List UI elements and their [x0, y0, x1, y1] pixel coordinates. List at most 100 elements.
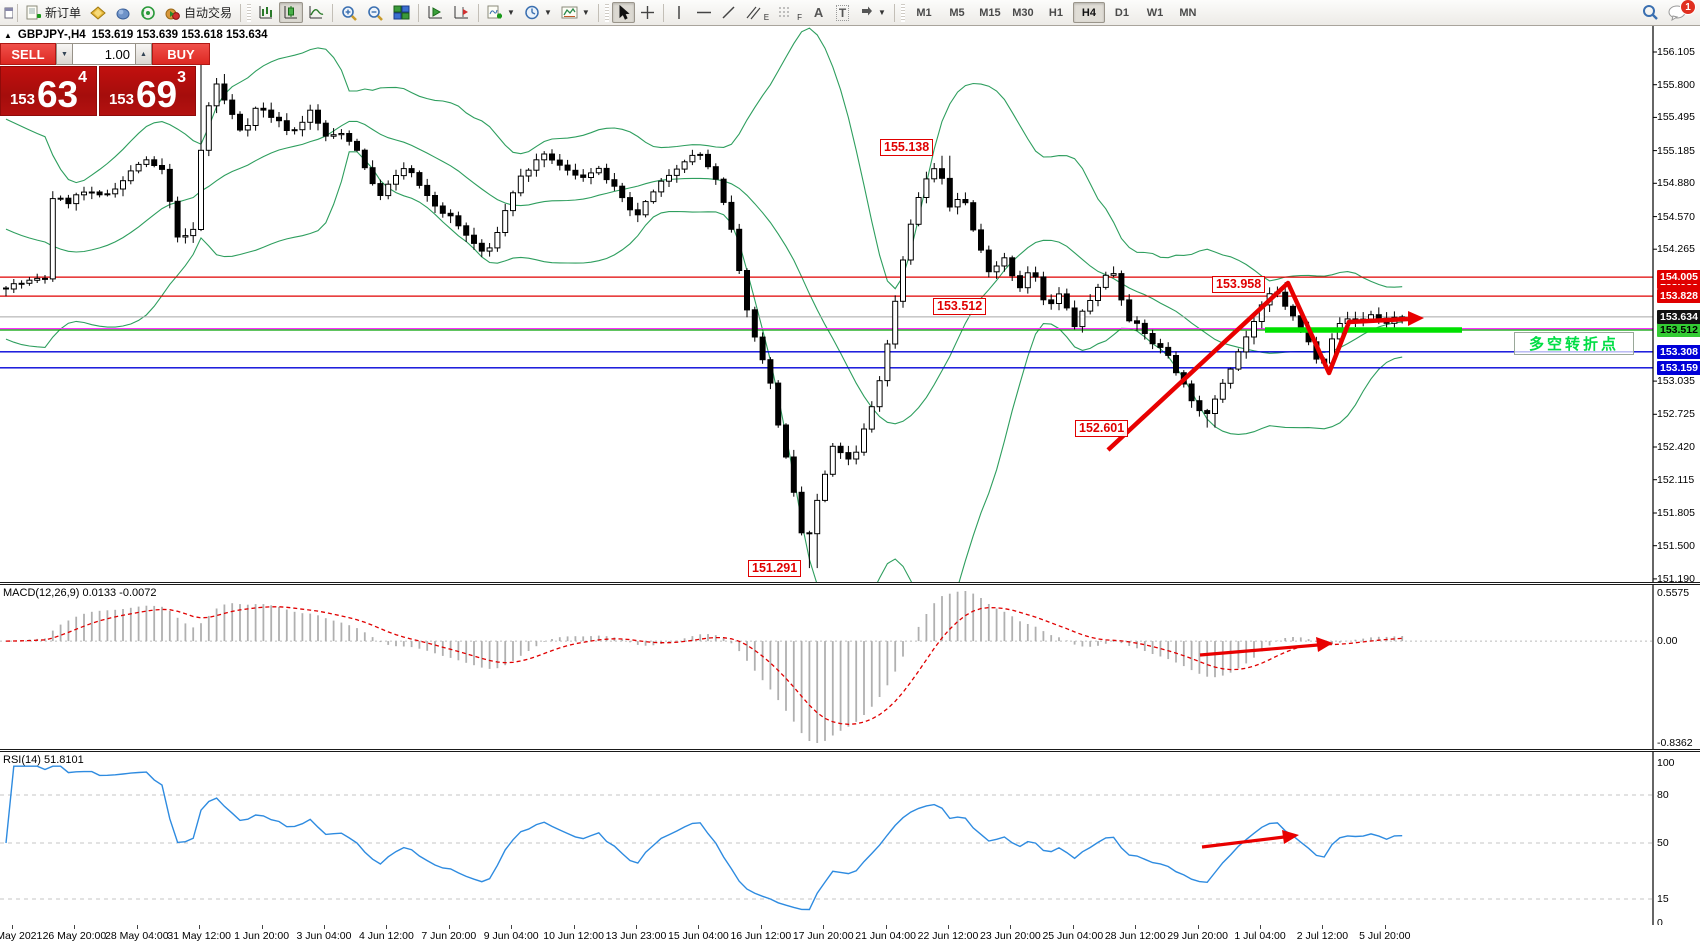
time-tick [1072, 925, 1074, 929]
price-tick-label: 0.00 [1657, 635, 1678, 648]
note-annotation[interactable]: 多空转折点 [1514, 332, 1634, 355]
time-tick [823, 925, 825, 929]
time-tick [885, 925, 887, 929]
price-level-label: 153.159 [1657, 360, 1700, 375]
time-tick [1260, 925, 1261, 929]
channel-tool-button[interactable]: E [741, 2, 773, 23]
time-tick [136, 925, 138, 929]
time-tick [948, 925, 949, 929]
volume-input[interactable] [73, 43, 135, 65]
time-tick [386, 925, 388, 929]
price-callout[interactable]: 155.138 [880, 139, 934, 156]
trendline-tool-button[interactable] [717, 2, 740, 23]
buy-button[interactable]: BUY [152, 43, 210, 65]
chart-shift-button[interactable] [449, 2, 474, 23]
signals-button[interactable] [136, 2, 160, 23]
price-callout[interactable]: 152.601 [1075, 420, 1129, 437]
new-order-button[interactable]: 新订单 [22, 2, 85, 23]
timeframe-button-d1[interactable]: D1 [1114, 6, 1129, 19]
template-icon [561, 5, 578, 20]
chart-title: ▲ GBPJPY-,H4 153.619 153.639 153.618 153… [4, 29, 268, 41]
market-watch-button[interactable] [111, 2, 135, 23]
price-tick-label: 155.800 [1657, 78, 1695, 91]
time-tick [573, 925, 575, 929]
crosshair-tool-button[interactable] [636, 2, 659, 23]
timeframe-button-m30[interactable]: M30 [1012, 6, 1034, 19]
time-tick-label: 1 Jun 20:00 [234, 930, 290, 942]
arrows-tool-button[interactable]: ▼ [855, 2, 890, 23]
vertical-line-tool-button[interactable] [668, 2, 691, 23]
text-tool-button[interactable]: A [807, 2, 830, 23]
templates-button[interactable]: ▼ [557, 2, 594, 23]
price-tick-label: 151.500 [1657, 539, 1695, 552]
periods-button[interactable]: ▼ [520, 2, 556, 23]
horizontal-line-tool-button[interactable] [692, 2, 716, 23]
timeframe-button-m15[interactable]: M15 [979, 6, 1001, 19]
rsi-indicator-label: RSI(14) 51.8101 [3, 754, 84, 766]
zoom-out-icon [367, 5, 384, 21]
time-tick [324, 925, 325, 929]
timeframe-button-m5[interactable]: M5 [949, 6, 965, 19]
sell-button[interactable]: SELL [0, 43, 56, 65]
tile-windows-icon [393, 5, 410, 20]
candlestick-mode-button[interactable] [279, 2, 304, 23]
fibonacci-icon [778, 5, 794, 20]
ohlc-values: 153.619 153.639 153.618 153.634 [91, 29, 268, 41]
price-chart-canvas [0, 26, 1657, 582]
sell-price-tile[interactable]: 153 63 4 [0, 66, 97, 116]
search-button[interactable] [1637, 2, 1663, 23]
buy-price-big: 69 [135, 74, 178, 115]
auto-trading-button[interactable]: 自动交易 [161, 2, 236, 23]
time-tick-label: 29 Jun 20:00 [1167, 930, 1228, 942]
price-tick-label: 100 [1657, 757, 1675, 769]
price-callout[interactable]: 153.512 [933, 298, 987, 315]
vertical-line-icon [673, 5, 685, 20]
volume-decrease-button[interactable]: ▼ [56, 43, 73, 65]
time-tick [261, 925, 263, 929]
zoom-out-button[interactable] [363, 2, 388, 23]
indicators-button[interactable]: ▼ [483, 2, 519, 23]
pane-separator[interactable] [0, 749, 1700, 752]
time-tick-label: 5 Jul 20:00 [1359, 930, 1411, 942]
timeframe-button-w1[interactable]: W1 [1146, 6, 1164, 19]
time-tick-label: 25 May 2021 [0, 930, 43, 942]
timeframe-button-m1[interactable]: M1 [916, 6, 932, 19]
fibonacci-tool-button[interactable]: F [774, 2, 806, 23]
rsi-pane[interactable]: RSI(14) 51.8101 100 80 50 15 0 [0, 752, 1700, 925]
time-tick-label: 31 May 12:00 [167, 930, 232, 942]
new-order-icon [26, 5, 42, 21]
line-chart-mode-button[interactable] [304, 2, 328, 23]
time-tick [760, 925, 762, 929]
time-tick-label: 16 Jun 12:00 [730, 930, 792, 942]
auto-trading-icon [165, 6, 181, 20]
price-tick-label: 154.265 [1657, 243, 1695, 256]
macd-pane[interactable]: MACD(12,26,9) 0.0133 -0.0072 0.5575 0.00 -… [0, 585, 1700, 749]
timeframe-button-h4[interactable]: H4 [1072, 2, 1105, 23]
pane-separator[interactable] [0, 582, 1700, 585]
sell-price-big: 63 [36, 74, 79, 115]
price-callout[interactable]: 153.958 [1212, 276, 1266, 293]
notification-badge: 1 [1680, 0, 1696, 15]
price-pane[interactable]: ▲ GBPJPY-,H4 153.619 153.639 153.618 153… [0, 26, 1700, 582]
tile-windows-button[interactable] [389, 2, 414, 23]
styler-button[interactable] [86, 2, 110, 23]
bar-chart-mode-button[interactable] [254, 2, 278, 23]
label-tool-button[interactable]: T [831, 2, 854, 23]
time-tick-label: 17 Jun 20:00 [792, 930, 854, 942]
chart-shift-icon [453, 5, 470, 20]
cursor-tool-button[interactable] [611, 2, 635, 23]
price-level-label: 153.634 [1657, 309, 1700, 324]
time-tick-label: 21 Jun 04:00 [855, 930, 916, 942]
timeframe-button-h1[interactable]: H1 [1048, 6, 1063, 19]
timeframe-button-mn[interactable]: MN [1179, 6, 1197, 19]
auto-scroll-button[interactable] [423, 2, 448, 23]
volume-increase-button[interactable]: ▲ [135, 43, 152, 65]
time-tick [511, 925, 513, 929]
zoom-in-button[interactable] [337, 2, 362, 23]
arrows-icon [859, 5, 874, 20]
buy-price-tile[interactable]: 153 69 3 [99, 66, 196, 116]
price-callout[interactable]: 151.291 [748, 560, 802, 577]
price-tick-label: 50 [1657, 837, 1669, 849]
notifications-button[interactable]: 1 [1664, 0, 1696, 23]
